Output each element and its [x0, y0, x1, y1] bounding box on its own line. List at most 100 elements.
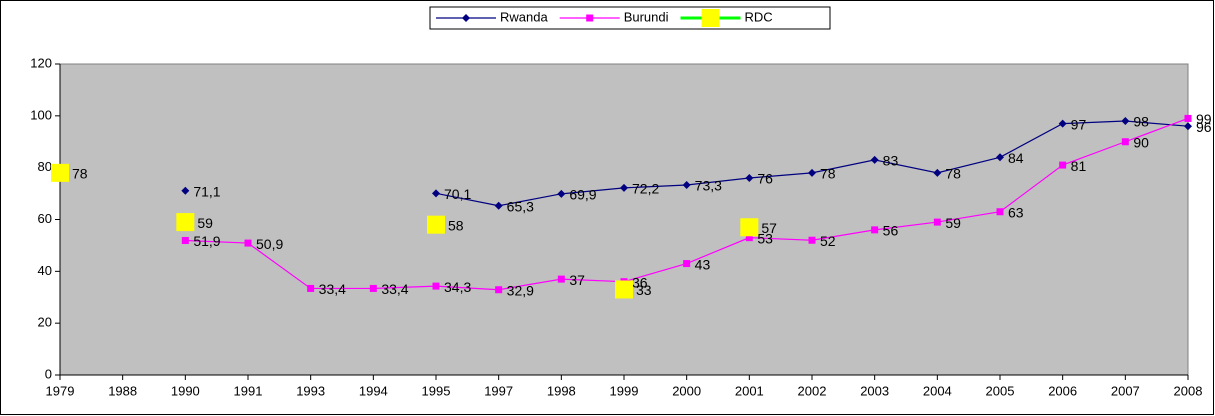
marker: [557, 275, 565, 283]
plot-area: [59, 63, 1189, 376]
data-label: 33,4: [319, 281, 346, 297]
data-label: 73,3: [695, 178, 722, 194]
data-label: 56: [883, 223, 899, 239]
data-label: 52: [820, 233, 836, 249]
data-label: 50,9: [256, 236, 283, 252]
x-tick-label: 1994: [359, 383, 388, 398]
data-label: 59: [945, 215, 961, 231]
marker: [369, 284, 377, 292]
data-label: 53: [757, 230, 773, 246]
data-label: 71,1: [193, 183, 220, 199]
legend-label: Burundi: [624, 9, 669, 24]
marker: [933, 168, 942, 177]
marker: [996, 208, 1004, 216]
x-tick-label: 2006: [1048, 383, 1077, 398]
x-tick-label: 1997: [484, 383, 513, 398]
marker: [427, 215, 445, 234]
x-tick-label: 2004: [923, 383, 952, 398]
marker: [495, 286, 503, 294]
x-tick-label: 1995: [422, 383, 451, 398]
marker: [586, 14, 594, 22]
data-label: 34,3: [444, 279, 471, 295]
y-tick-label: 20: [38, 315, 52, 330]
x-tick-label: 1979: [46, 383, 75, 398]
marker: [1184, 114, 1192, 122]
marker: [808, 168, 816, 177]
marker: [620, 183, 628, 192]
marker: [745, 174, 754, 183]
marker: [1059, 161, 1067, 169]
data-label: 84: [1008, 150, 1024, 166]
y-tick-label: 40: [38, 263, 52, 278]
x-tick-label: 2001: [735, 383, 764, 398]
y-tick-label: 80: [38, 159, 52, 174]
data-label: 37: [569, 272, 585, 288]
data-label: 76: [757, 171, 773, 187]
marker: [615, 280, 633, 299]
marker: [462, 14, 470, 22]
data-label: 78: [820, 166, 836, 182]
marker: [996, 153, 1004, 162]
data-label: 57: [761, 220, 777, 236]
marker: [181, 236, 189, 244]
marker: [808, 236, 816, 244]
data-label: 78: [72, 166, 88, 182]
data-label: 96: [1196, 119, 1212, 135]
data-label: 32,9: [507, 282, 534, 298]
data-label: 72,2: [632, 181, 659, 197]
marker: [870, 155, 879, 164]
data-label: 99: [1196, 111, 1212, 127]
data-label: 90: [1133, 134, 1149, 150]
data-label: 51,9: [193, 233, 220, 249]
data-label: 33: [636, 282, 652, 298]
marker: [494, 201, 503, 210]
data-label: 78: [945, 166, 961, 182]
marker: [1121, 138, 1129, 146]
marker: [1121, 117, 1130, 126]
y-tick-label: 100: [30, 107, 52, 122]
x-tick-label: 2005: [986, 383, 1015, 398]
x-tick-label: 1998: [547, 383, 576, 398]
x-tick-label: 2000: [672, 383, 701, 398]
data-label: 97: [1071, 116, 1087, 132]
data-label: 81: [1071, 158, 1087, 174]
marker: [432, 282, 440, 290]
data-label: 43: [695, 256, 711, 272]
data-label: 70,1: [444, 186, 471, 202]
marker: [51, 163, 69, 182]
marker: [701, 9, 720, 27]
marker: [871, 226, 879, 234]
data-label: 33,4: [381, 281, 408, 297]
marker: [745, 234, 753, 242]
legend: Rwanda Burundi RDC: [429, 6, 831, 30]
x-tick-label: 1988: [108, 383, 137, 398]
marker: [432, 189, 440, 198]
legend-label: Rwanda: [500, 9, 548, 24]
marker: [683, 260, 691, 268]
marker: [740, 218, 759, 237]
marker: [1184, 122, 1192, 131]
data-label: 58: [448, 217, 464, 233]
data-label: 69,9: [569, 187, 596, 203]
data-label: 59: [197, 215, 213, 231]
y-tick-label: 60: [38, 211, 52, 226]
marker: [682, 181, 691, 190]
x-tick-label: 1990: [171, 383, 200, 398]
legend-label: RDC: [745, 9, 773, 24]
legend-box: [429, 6, 831, 30]
marker: [557, 189, 566, 198]
x-tick-label: 1999: [610, 383, 639, 398]
x-tick-label: 2003: [860, 383, 889, 398]
x-tick-label: 2007: [1111, 383, 1140, 398]
x-tick-label: 2002: [798, 383, 827, 398]
y-tick-label: 0: [45, 366, 52, 381]
x-tick-label: 1993: [296, 383, 325, 398]
data-label: 36: [632, 274, 648, 290]
marker: [933, 218, 941, 226]
data-label: 63: [1008, 204, 1024, 220]
marker: [244, 239, 252, 247]
y-tick-label: 120: [30, 55, 52, 70]
marker: [176, 213, 195, 232]
